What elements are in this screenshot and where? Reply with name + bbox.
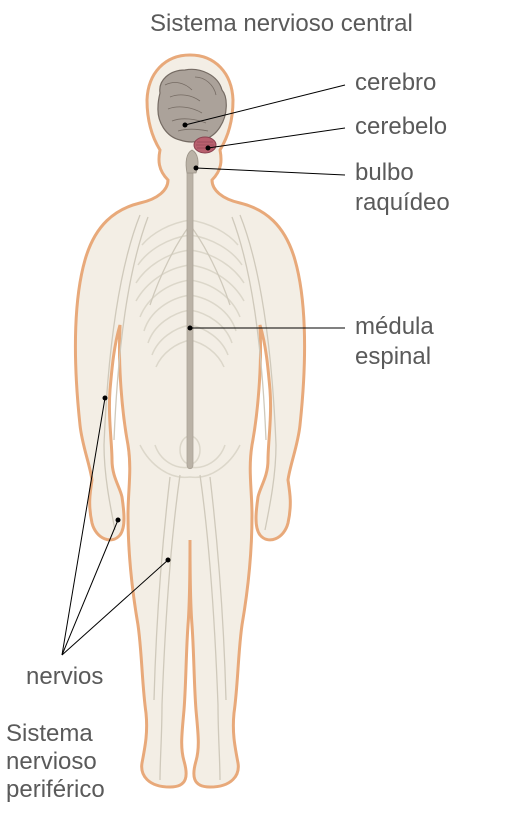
title-top: Sistema nervioso central: [150, 10, 413, 38]
label-bulbo: bulbo raquídeo: [355, 158, 450, 218]
anatomy-figure: [20, 45, 360, 815]
spinal-cord: [187, 173, 193, 469]
label-medula: médula espinal: [355, 312, 434, 372]
label-nervios: nervios: [26, 662, 103, 692]
label-cerebelo: cerebelo: [355, 112, 447, 142]
label-cerebro: cerebro: [355, 68, 436, 98]
title-bottom: Sistema nervioso periférico: [6, 720, 105, 804]
brain: [158, 69, 226, 142]
